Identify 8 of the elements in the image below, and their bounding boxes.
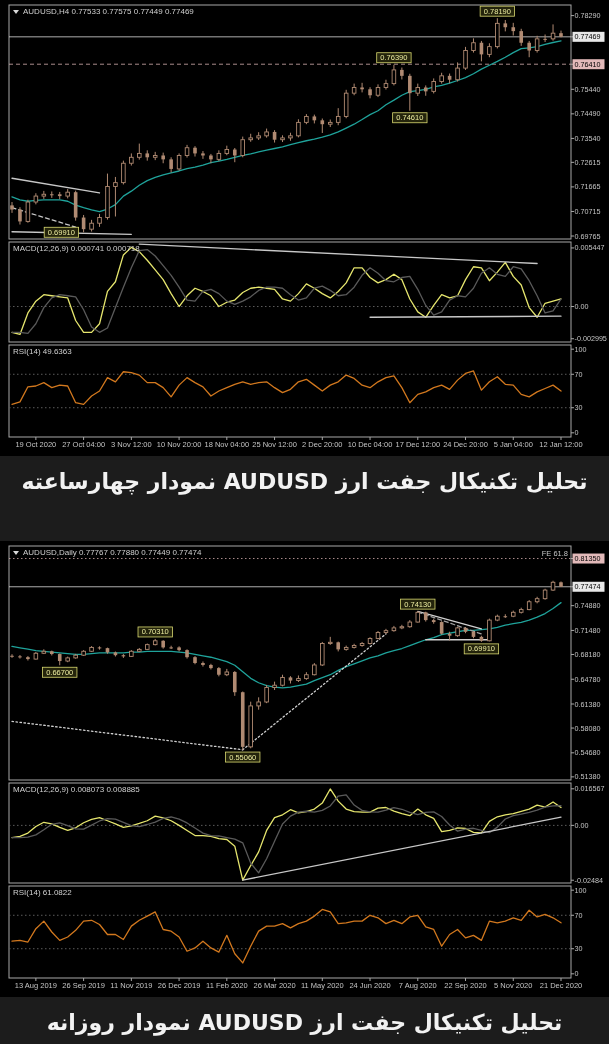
chart-title: RSI(14) 61.0822 bbox=[13, 887, 73, 897]
chart-title: AUDUSD,H4 0.77533 0.77575 0.77449 0.77469 bbox=[23, 6, 195, 16]
text: تحلیل تکنیکال جفت ارز AUDUSD نمودار چهارساعته bbox=[21, 468, 588, 495]
chart-title: AUDUSD,Daily 0.77767 0.77880 0.77449 0.77474 bbox=[23, 547, 202, 557]
chart-title: MACD(12,26,9) 0.008073 0.008885 bbox=[13, 784, 141, 794]
chart-title: MACD(12,26,9) 0.000741 0.000718 bbox=[13, 243, 141, 253]
text: تحلیل تکنیکال جفت ارز AUDUSD نمودار روزانه bbox=[46, 1009, 563, 1036]
chart-title: RSI(14) 49.6363 bbox=[13, 346, 73, 356]
